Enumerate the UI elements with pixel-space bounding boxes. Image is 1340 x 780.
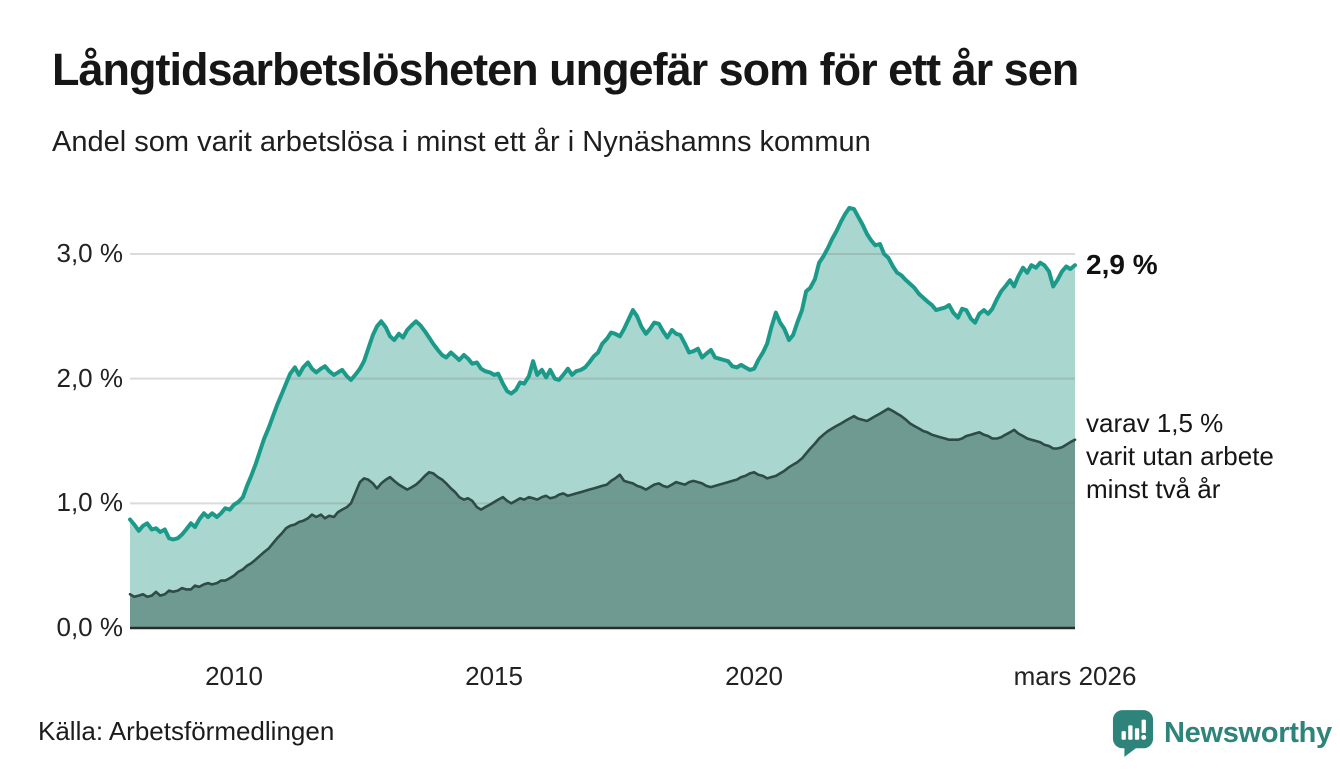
area-fill-twoyear xyxy=(130,408,1075,628)
line-twoyear xyxy=(128,407,1077,599)
series-twoyear-end-note: varav 1,5 % varit utan arbete minst två år xyxy=(1086,407,1274,506)
newsworthy-logo-icon xyxy=(1112,710,1154,757)
end-note-line: varav 1,5 % xyxy=(1086,408,1224,438)
x-axis-label: 2020 xyxy=(725,661,784,691)
y-axis-label: 3,0 % xyxy=(56,237,124,268)
source-credit: Källa: Arbetsförmedlingen xyxy=(38,716,335,746)
end-note-line: minst två år xyxy=(1086,474,1221,504)
newsworthy-brand: Newsworthy xyxy=(1112,709,1332,758)
chart-subtitle: Andel som varit arbetslösa i minst ett å… xyxy=(52,126,871,158)
end-note-line: varit utan arbete xyxy=(1086,441,1274,471)
x-axis-label: 2015 xyxy=(465,661,523,691)
x-axis-label: 2010 xyxy=(205,661,263,691)
x-axis-label: mars 2026 xyxy=(1013,661,1137,691)
page-title: Långtidsarbetslösheten ungefär som för e… xyxy=(52,44,1079,95)
newsworthy-wordmark: Newsworthy xyxy=(1164,717,1332,749)
y-axis-label: 2,0 % xyxy=(56,362,124,393)
y-axis-label: 0,0 % xyxy=(56,612,124,642)
line-total xyxy=(128,205,1077,542)
y-axis-label: 1,0 % xyxy=(56,487,124,518)
series-total-end-value: 2,9 % xyxy=(1086,249,1158,280)
